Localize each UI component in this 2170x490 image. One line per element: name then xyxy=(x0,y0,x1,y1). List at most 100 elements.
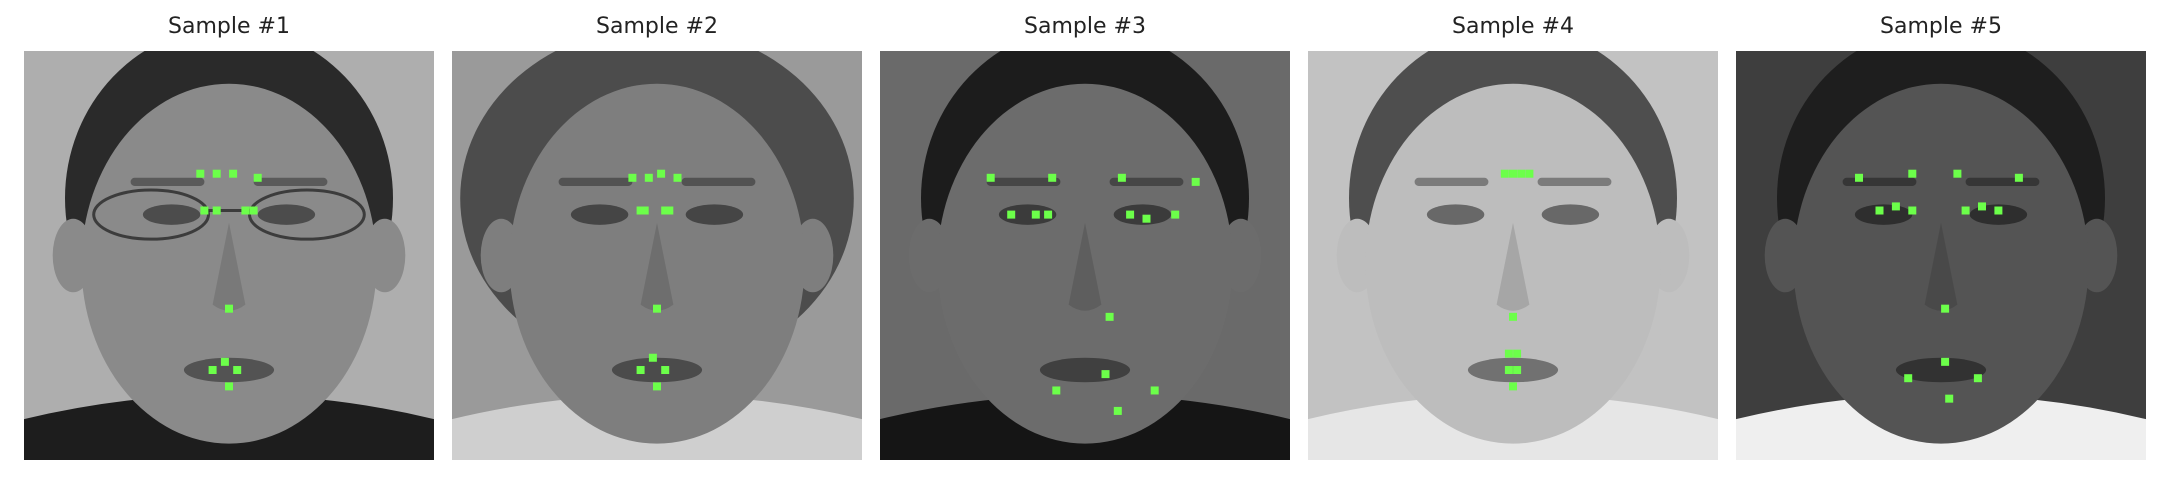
keypoint-marker xyxy=(657,169,666,178)
keypoint-marker xyxy=(661,366,670,375)
face-image xyxy=(452,51,862,460)
keypoint-marker xyxy=(1953,169,1962,178)
sample-panel-4: Sample #4 xyxy=(1308,0,1718,490)
keypoint-marker xyxy=(986,173,995,182)
keypoint-marker xyxy=(1504,366,1513,375)
nose-shape xyxy=(1924,222,1958,311)
glasses-right-lens xyxy=(248,188,366,241)
glasses-left-lens xyxy=(92,188,210,241)
sample-title: Sample #4 xyxy=(1452,14,1574,39)
keypoint-marker xyxy=(2014,173,2023,182)
sample-title: Sample #3 xyxy=(1024,14,1146,39)
keypoint-marker xyxy=(1126,210,1135,219)
face-shape xyxy=(1365,83,1661,444)
keypoint-marker xyxy=(1044,210,1053,219)
nose-shape xyxy=(640,222,674,311)
keypoint-marker xyxy=(653,304,661,313)
face-photo xyxy=(1736,51,2146,460)
keypoint-marker xyxy=(653,382,661,391)
right-eye xyxy=(685,204,744,225)
keypoint-marker xyxy=(196,169,205,178)
keypoint-marker xyxy=(1500,169,1509,178)
keypoint-marker xyxy=(1150,386,1159,395)
nose-shape xyxy=(1496,222,1530,311)
left-eyebrow xyxy=(558,177,633,186)
keypoint-marker xyxy=(1031,210,1040,219)
nose-shape xyxy=(212,222,246,311)
keypoint-marker xyxy=(1117,173,1126,182)
keypoint-marker xyxy=(212,206,221,215)
keypoint-marker xyxy=(1513,349,1522,358)
right-eyebrow xyxy=(253,177,328,186)
keypoint-marker xyxy=(1941,357,1950,366)
keypoint-marker xyxy=(1525,169,1534,178)
face-photo xyxy=(24,51,434,460)
keypoint-marker xyxy=(225,382,233,391)
keypoint-marker xyxy=(661,206,670,215)
face-shape xyxy=(509,83,805,444)
keypoint-marker xyxy=(1994,206,2003,215)
keypoint-marker xyxy=(1509,382,1517,391)
left-eyebrow xyxy=(130,177,205,186)
keypoint-marker xyxy=(1171,210,1180,219)
keypoint-marker xyxy=(208,366,217,375)
sample-panel-1: Sample #1 xyxy=(24,0,434,490)
sample-title: Sample #2 xyxy=(596,14,718,39)
mouth-shape xyxy=(183,357,275,383)
face-photo xyxy=(452,51,862,460)
keypoint-marker xyxy=(229,169,238,178)
keypoint-marker xyxy=(1504,349,1513,358)
left-eye xyxy=(998,204,1057,225)
keypoint-marker xyxy=(225,304,233,313)
keypoint-marker xyxy=(673,173,682,182)
left-eye xyxy=(1854,204,1913,225)
face-shape xyxy=(1793,83,2089,444)
keypoint-marker xyxy=(636,366,645,375)
sample-title: Sample #5 xyxy=(1880,14,2002,39)
keypoint-marker xyxy=(200,206,209,215)
left-eye xyxy=(142,204,201,225)
keypoint-marker xyxy=(233,366,242,375)
keypoint-marker xyxy=(1142,214,1151,223)
right-eye xyxy=(257,204,316,225)
keypoint-marker xyxy=(1191,177,1200,186)
keypoint-marker xyxy=(220,357,229,366)
face-image xyxy=(1308,51,1718,460)
keypoint-marker xyxy=(253,173,262,182)
keypoint-marker xyxy=(1517,169,1526,178)
keypoint-marker xyxy=(1513,366,1522,375)
keypoint-marker xyxy=(1855,173,1863,182)
mouth-shape xyxy=(611,357,703,383)
keypoint-marker xyxy=(628,173,637,182)
keypoint-marker xyxy=(1973,374,1982,383)
face-shape xyxy=(81,83,377,444)
keypoint-marker xyxy=(1509,312,1517,321)
sample-panel-3: Sample #3 xyxy=(880,0,1290,490)
keypoint-marker xyxy=(636,206,645,215)
mouth-shape xyxy=(1895,357,1987,383)
right-eyebrow xyxy=(1109,177,1184,186)
keypoint-marker xyxy=(665,206,674,215)
keypoint-marker xyxy=(1007,210,1016,219)
right-eye xyxy=(1113,204,1172,225)
keypoint-marker xyxy=(1978,202,1986,211)
nose-shape xyxy=(1068,222,1102,311)
face-image xyxy=(24,51,434,460)
left-eyebrow xyxy=(1414,177,1489,186)
left-eyebrow xyxy=(986,177,1061,186)
face-photo xyxy=(1308,51,1718,460)
keypoint-marker xyxy=(1941,304,1950,313)
keypoint-marker xyxy=(249,206,258,215)
keypoint-marker xyxy=(640,206,649,215)
keypoint-marker xyxy=(1904,374,1913,383)
mouth-shape xyxy=(1467,357,1559,383)
right-eyebrow xyxy=(681,177,756,186)
keypoint-marker xyxy=(1105,312,1114,321)
left-eye xyxy=(1426,204,1485,225)
sample-panel-5: Sample #5 xyxy=(1736,0,2146,490)
keypoint-marker xyxy=(1908,206,1917,215)
keypoint-marker xyxy=(1052,386,1061,395)
right-eyebrow xyxy=(1537,177,1612,186)
keypoint-marker xyxy=(1101,370,1110,379)
